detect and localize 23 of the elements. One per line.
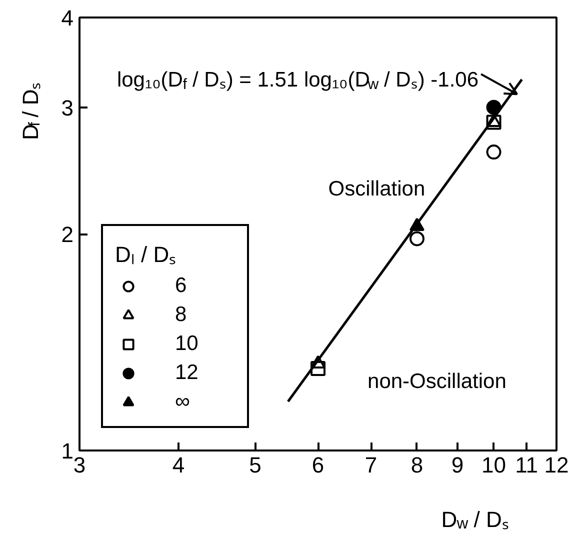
legend-label: 12	[175, 361, 200, 385]
x-tick-label: 8	[410, 452, 424, 478]
x-tick-label: 7	[364, 452, 378, 478]
x-tick-label: 12	[544, 452, 569, 478]
y-tick-label: 1	[61, 438, 74, 464]
annotation: Oscillation	[328, 178, 426, 201]
x-tick-label: 6	[312, 452, 324, 478]
annotation: non-Oscillation	[368, 370, 506, 394]
x-tick-label: 10	[482, 452, 506, 478]
legend-label: 8	[175, 303, 188, 327]
y-axis-title: Df / Dₛ	[18, 82, 44, 140]
x-tick-label: 9	[451, 452, 464, 478]
legend-label: 10	[175, 332, 200, 356]
x-tick-label: 5	[249, 452, 262, 478]
x-tick-label: 4	[172, 452, 185, 478]
legend-label: 6	[175, 274, 188, 298]
y-tick-label: 3	[61, 95, 74, 120]
y-tick-label: 2	[61, 222, 74, 247]
legend-title: Dₗ / Dₛ	[115, 241, 178, 268]
legend-label: ∞	[175, 390, 191, 414]
x-axis-title: Dw / Dₛ	[441, 507, 509, 532]
y-tick-label: 4	[61, 6, 74, 30]
x-tick-label: 11	[515, 452, 538, 478]
